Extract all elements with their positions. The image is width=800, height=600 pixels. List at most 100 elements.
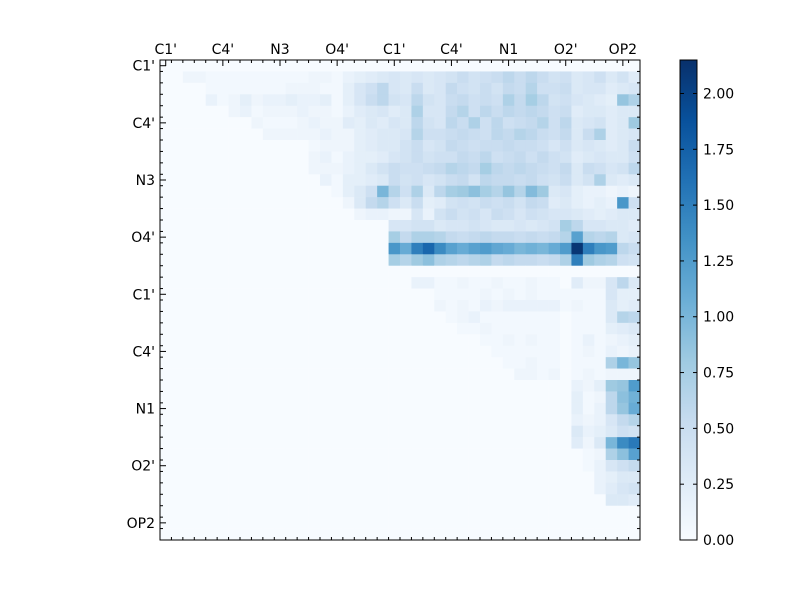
heatmap-cell — [274, 402, 287, 415]
heatmap-cell — [262, 117, 275, 129]
heatmap-cell — [160, 368, 172, 381]
heatmap-cell — [582, 380, 595, 392]
heatmap-cell — [628, 460, 641, 472]
heatmap-cell — [582, 460, 595, 472]
heatmap-cell — [411, 140, 424, 152]
heatmap-cell — [240, 334, 252, 347]
heatmap-cell — [297, 220, 309, 232]
heatmap-cell — [205, 60, 218, 72]
heatmap-cell — [262, 517, 275, 529]
heatmap-cell — [182, 71, 195, 84]
heatmap-cell — [377, 505, 389, 518]
heatmap-cell — [628, 242, 641, 255]
heatmap-cell — [182, 311, 195, 324]
heatmap-cell — [262, 151, 275, 164]
y-tick-label: N1 — [136, 402, 155, 418]
heatmap-cell — [205, 208, 218, 221]
heatmap-cell — [411, 242, 424, 255]
heatmap-cell — [548, 220, 561, 232]
heatmap-cell — [411, 402, 424, 415]
heatmap-cell — [205, 311, 218, 324]
heatmap-cell — [274, 151, 287, 164]
heatmap-cell — [617, 494, 629, 507]
heatmap-cell — [377, 254, 389, 267]
heatmap-cell — [480, 437, 492, 449]
heatmap-cell — [354, 140, 367, 152]
heatmap-cell — [571, 105, 584, 118]
heatmap-cell — [331, 82, 344, 95]
heatmap-cell — [240, 117, 252, 129]
heatmap-cell — [571, 437, 584, 449]
heatmap-cell — [548, 460, 561, 472]
x-tick-label: O2' — [554, 42, 578, 58]
heatmap-cell — [400, 402, 412, 415]
heatmap-cell — [194, 311, 207, 324]
heatmap-cell — [205, 185, 218, 198]
heatmap-cell — [537, 402, 549, 415]
heatmap-cell — [491, 82, 504, 95]
heatmap-cell — [320, 140, 332, 152]
heatmap-cell — [205, 128, 218, 141]
heatmap-cell — [377, 528, 389, 541]
heatmap-cell — [182, 162, 195, 175]
heatmap-cell — [297, 414, 309, 427]
heatmap-cell — [411, 151, 424, 164]
heatmap-cell — [308, 334, 321, 347]
colorbar-frame — [679, 59, 698, 541]
heatmap-cell — [205, 334, 218, 347]
heatmap-cell — [594, 151, 607, 164]
colorbar-tick-label: 0.75 — [703, 366, 734, 382]
heatmap-cell — [388, 82, 401, 95]
heatmap-cell — [160, 105, 172, 118]
heatmap-cell — [445, 105, 458, 118]
heatmap-cell — [388, 242, 401, 255]
heatmap-cell — [468, 265, 481, 278]
heatmap-cell — [594, 185, 607, 198]
heatmap-cell — [605, 140, 618, 152]
heatmap-cell — [525, 425, 538, 438]
colorbar-ticks: 0.000.250.500.751.001.251.501.752.00 — [680, 86, 734, 549]
heatmap-cell — [582, 448, 595, 461]
heatmap-cell — [320, 380, 332, 392]
heatmap-cell — [274, 128, 287, 141]
heatmap-cell — [331, 471, 344, 484]
heatmap-cell — [320, 311, 332, 324]
heatmap-cell — [205, 448, 218, 461]
heatmap-cell — [262, 357, 275, 369]
heatmap-cell — [308, 517, 321, 529]
heatmap-cell — [582, 220, 595, 232]
heatmap-cell — [525, 402, 538, 415]
heatmap-cell — [320, 482, 332, 495]
heatmap-cell — [274, 208, 287, 221]
heatmap-cell — [217, 460, 229, 472]
heatmap-cell — [468, 71, 481, 84]
heatmap-cell — [468, 151, 481, 164]
heatmap-cell — [251, 334, 264, 347]
heatmap-cell — [502, 105, 515, 118]
heatmap-cell — [468, 482, 481, 495]
heatmap-cell — [605, 322, 618, 335]
heatmap-cell — [240, 505, 252, 518]
heatmap-cell — [171, 437, 184, 449]
heatmap-cell — [274, 94, 287, 107]
heatmap-cell — [422, 151, 435, 164]
heatmap-cell — [594, 197, 607, 209]
heatmap-cell — [434, 517, 447, 529]
heatmap-cell — [560, 437, 572, 449]
heatmap-cell — [537, 94, 549, 107]
heatmap-cell — [628, 380, 641, 392]
heatmap-cell — [571, 231, 584, 244]
heatmap-cell — [285, 448, 298, 461]
heatmap-cell — [605, 197, 618, 209]
heatmap-cell — [308, 220, 321, 232]
heatmap-cell — [297, 82, 309, 95]
heatmap-cell — [560, 505, 572, 518]
y-tick-label: O2' — [131, 459, 155, 475]
heatmap-cell — [182, 505, 195, 518]
heatmap-cell — [491, 345, 504, 358]
heatmap-cell — [582, 162, 595, 175]
heatmap-cell — [468, 174, 481, 187]
heatmap-cell — [160, 334, 172, 347]
heatmap-cell — [468, 140, 481, 152]
heatmap-cell — [525, 368, 538, 381]
